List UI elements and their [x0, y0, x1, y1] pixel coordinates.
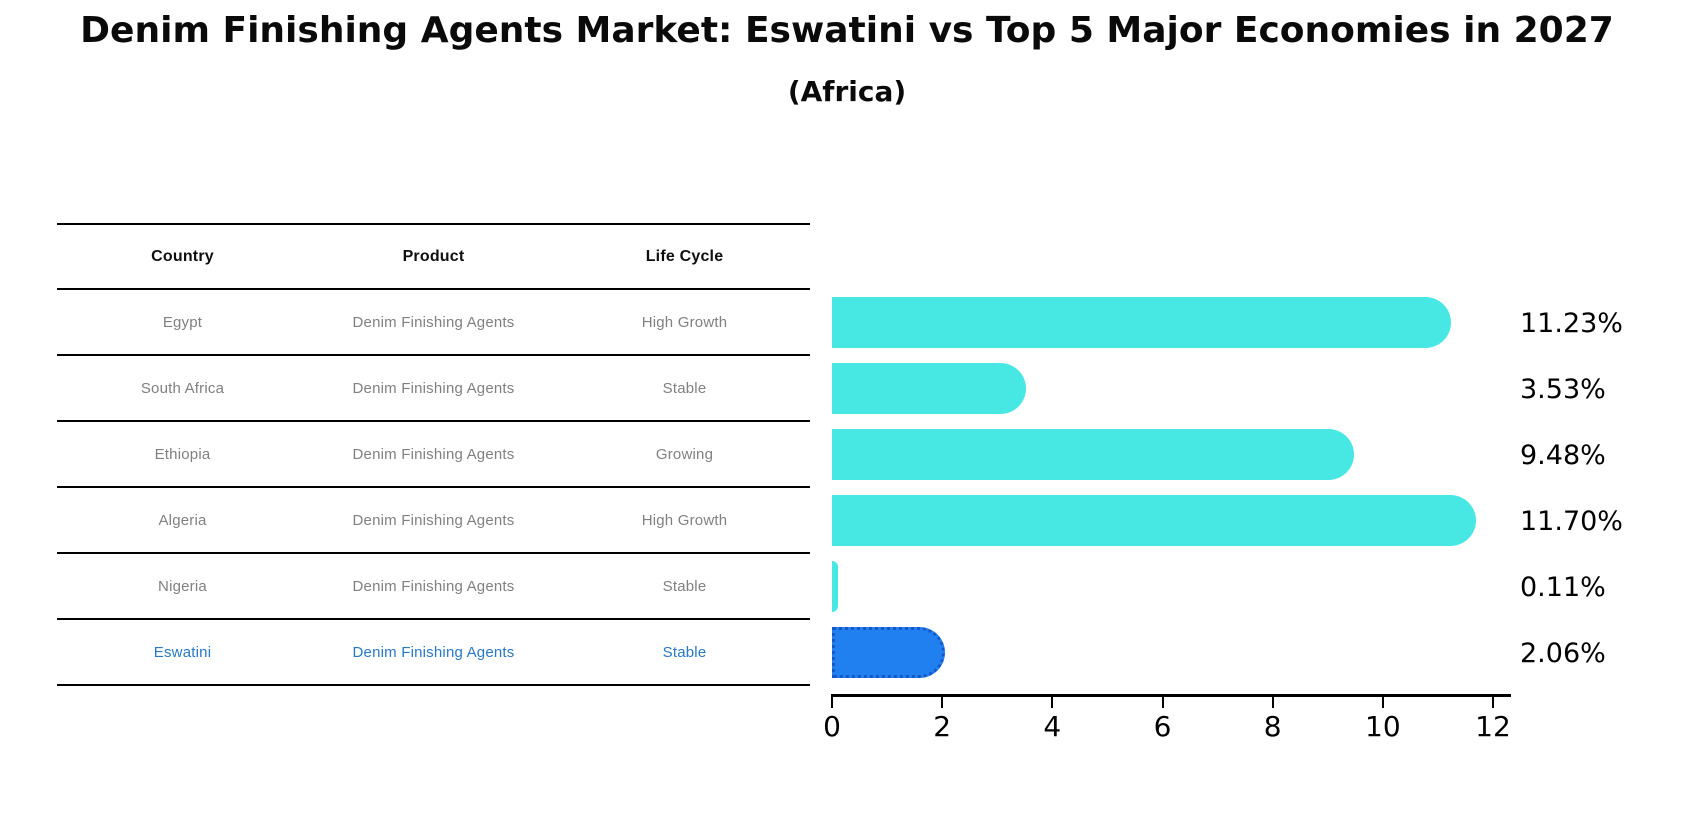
table-row: Nigeria Denim Finishing Agents Stable	[57, 554, 810, 620]
x-axis-tick	[831, 697, 833, 708]
x-axis-tick	[1051, 697, 1054, 708]
bar-row: 11.70%	[832, 488, 1694, 554]
cell-product: Denim Finishing Agents	[352, 313, 515, 331]
cell-product: Denim Finishing Agents	[352, 379, 515, 397]
bar-plot: 11.23% 3.53% 9.48% 11.70% 0.11% 2.06%	[832, 290, 1694, 686]
x-axis-tick	[1161, 697, 1164, 708]
cell-country: Nigeria	[158, 577, 207, 595]
table-header-row: Country Product Life Cycle	[57, 225, 810, 290]
bar-nigeria	[832, 561, 839, 612]
cell-product: Denim Finishing Agents	[352, 577, 515, 595]
cell-life-cycle: Stable	[662, 643, 707, 661]
bar-value-label: 2.06%	[1520, 637, 1606, 669]
bar-highlight-eswatini	[832, 627, 946, 678]
bar-row: 3.53%	[832, 356, 1694, 422]
column-header-product: Product	[402, 247, 465, 265]
bar-value-label: 0.11%	[1520, 571, 1606, 603]
cell-country: Algeria	[158, 511, 207, 529]
bar-ethiopia	[832, 429, 1355, 480]
cell-life-cycle: High Growth	[641, 511, 728, 529]
bar-row: 2.06%	[832, 620, 1694, 686]
cell-country: Eswatini	[153, 643, 212, 661]
x-axis-tick	[1492, 697, 1494, 708]
bar-egypt	[832, 297, 1451, 348]
bar-south-africa	[832, 363, 1027, 414]
x-axis-tick-label: 4	[1043, 710, 1062, 743]
x-axis: 0 2 4 6 8 10 12	[823, 694, 1511, 744]
table-row: Eswatini Denim Finishing Agents Stable	[57, 620, 810, 686]
title-block: Denim Finishing Agents Market: Eswatini …	[0, 10, 1694, 108]
cell-life-cycle: Stable	[662, 379, 707, 397]
x-axis-tick-label: 0	[823, 710, 841, 743]
x-axis-tick-label: 12	[1475, 710, 1511, 743]
bar-row: 9.48%	[832, 422, 1694, 488]
x-axis-tick-label: 6	[1153, 710, 1172, 743]
bar-rows: 11.23% 3.53% 9.48% 11.70% 0.11% 2.06%	[832, 290, 1694, 686]
chart-title: Denim Finishing Agents Market: Eswatini …	[80, 10, 1614, 51]
bar-value-label: 11.70%	[1520, 505, 1623, 537]
table-body: Egypt Denim Finishing Agents High Growth So…	[57, 290, 810, 686]
cell-country: Ethiopia	[154, 445, 211, 463]
x-axis-tick	[941, 697, 944, 708]
cell-country: South Africa	[140, 379, 225, 397]
table-row: Ethiopia Denim Finishing Agents Growing	[57, 422, 810, 488]
bar-row: 0.11%	[832, 554, 1694, 620]
bar-value-label: 9.48%	[1520, 439, 1606, 471]
bar-algeria	[832, 495, 1477, 546]
bar-row: 11.23%	[832, 290, 1694, 356]
cell-product: Denim Finishing Agents	[352, 511, 515, 529]
cell-life-cycle: Growing	[655, 445, 714, 463]
cell-life-cycle: High Growth	[641, 313, 728, 331]
x-axis-tick	[1271, 697, 1274, 708]
cell-product: Denim Finishing Agents	[352, 445, 515, 463]
x-axis-tick	[1381, 697, 1384, 708]
column-header-country: Country	[151, 247, 214, 265]
table-row: Algeria Denim Finishing Agents High Growth	[57, 488, 810, 554]
bar-value-label: 11.23%	[1520, 307, 1623, 339]
chart-subtitle: (Africa)	[787, 75, 907, 108]
x-axis-tick-label: 2	[933, 710, 952, 743]
cell-country: Egypt	[162, 313, 203, 331]
cell-product: Denim Finishing Agents	[352, 643, 515, 661]
table-row: Egypt Denim Finishing Agents High Growth	[57, 290, 810, 356]
table-row: South Africa Denim Finishing Agents Stable	[57, 356, 810, 422]
x-axis-line	[831, 694, 1511, 697]
summary-table: Country Product Life Cycle Egypt Denim Fi…	[57, 223, 810, 686]
x-axis-tick-label: 10	[1365, 710, 1401, 743]
cell-life-cycle: Stable	[662, 577, 707, 595]
column-header-life-cycle: Life Cycle	[645, 247, 724, 265]
bar-value-label: 3.53%	[1520, 373, 1606, 405]
x-axis-tick-label: 8	[1263, 710, 1282, 743]
